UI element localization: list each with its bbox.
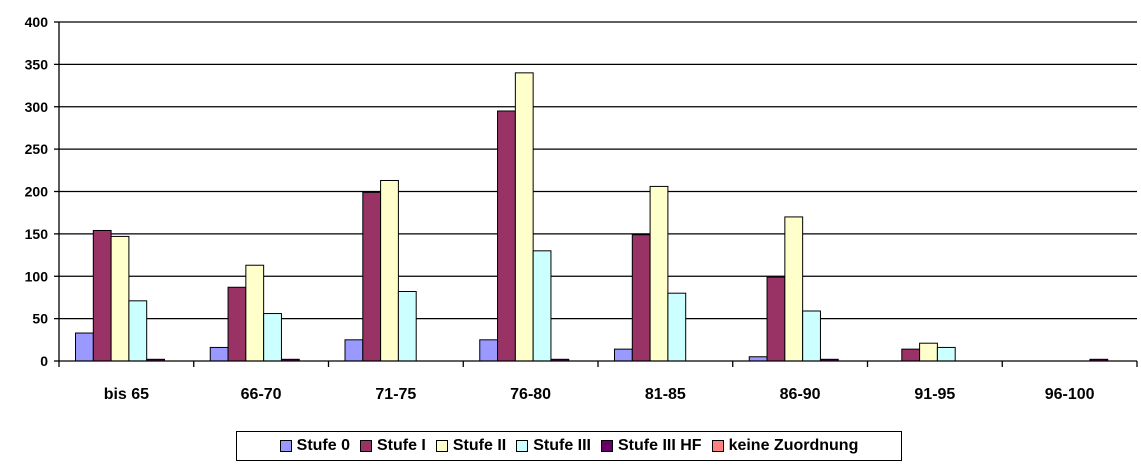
bar <box>344 339 364 362</box>
bar <box>75 332 94 362</box>
x-category-label: 86-90 <box>780 386 821 403</box>
y-tick-label: 200 <box>25 184 49 200</box>
x-axis-category-labels: bis 65 66-70 71-75 76-80 81-85 86-90 91-95 96-1… <box>104 386 1095 403</box>
legend-item: Stufe III HF <box>601 437 702 455</box>
bar <box>936 346 956 362</box>
bar <box>397 291 417 362</box>
y-tick-label: 100 <box>25 268 49 284</box>
legend-item: Stufe II <box>435 437 507 455</box>
bar <box>479 339 499 362</box>
bar <box>245 264 265 362</box>
bar <box>227 286 247 362</box>
bar <box>667 292 687 362</box>
bar <box>901 348 921 362</box>
legend-label: Stufe I <box>376 437 426 454</box>
y-axis-tick-labels: 0 50 100 150 200 250 300 350 400 <box>25 14 49 369</box>
bar <box>497 110 516 362</box>
y-tick-label: 300 <box>25 99 49 115</box>
x-category-label: 81-85 <box>645 386 686 403</box>
bar <box>631 234 651 362</box>
bar <box>649 185 669 362</box>
y-tick-label: 250 <box>25 141 49 157</box>
bars <box>75 72 1109 362</box>
legend-swatch <box>711 440 724 452</box>
bar <box>766 276 786 362</box>
x-category-label: 91-95 <box>914 386 955 403</box>
axes <box>54 21 1138 367</box>
bar <box>110 235 130 362</box>
bar <box>784 216 804 362</box>
gridlines <box>59 21 1137 320</box>
x-category-label: 71-75 <box>375 386 416 403</box>
legend-label: keine Zuordnung <box>728 437 859 454</box>
legend-label: Stufe 0 <box>296 437 350 454</box>
legend-label: Stufe III <box>533 437 591 454</box>
bar <box>514 72 534 362</box>
y-tick-label: 0 <box>40 353 48 369</box>
legend-swatch <box>359 440 372 452</box>
x-category-label: 66-70 <box>241 386 282 403</box>
bar <box>532 250 552 362</box>
y-tick-label: 50 <box>32 311 48 327</box>
x-category-label: 76-80 <box>510 386 551 403</box>
bar <box>380 179 399 362</box>
bar <box>614 348 633 362</box>
bar <box>802 310 821 362</box>
x-category-label: 96-100 <box>1045 386 1095 403</box>
legend-swatch <box>435 440 448 452</box>
bar <box>263 313 282 362</box>
bar <box>362 191 382 362</box>
y-tick-label: 150 <box>25 226 49 242</box>
legend-item: Stufe I <box>359 437 426 455</box>
legend: Stufe 0 Stufe I Stufe II Stufe III Stufe III… <box>236 431 902 461</box>
legend-swatch <box>601 440 613 452</box>
y-tick-label: 350 <box>25 56 49 72</box>
legend-swatch <box>279 440 292 452</box>
bar <box>209 346 229 362</box>
legend-label: Stufe III HF <box>618 437 702 454</box>
legend-item: keine Zuordnung <box>711 437 859 455</box>
bar <box>92 229 112 362</box>
legend-item: Stufe III <box>516 437 591 455</box>
legend-label: Stufe II <box>452 437 507 454</box>
legend-item: Stufe 0 <box>279 437 350 455</box>
bar <box>128 300 148 362</box>
y-tick-label: 400 <box>25 14 49 30</box>
x-category-label: bis 65 <box>104 386 149 403</box>
legend-swatch <box>516 440 529 452</box>
bar <box>919 342 938 362</box>
